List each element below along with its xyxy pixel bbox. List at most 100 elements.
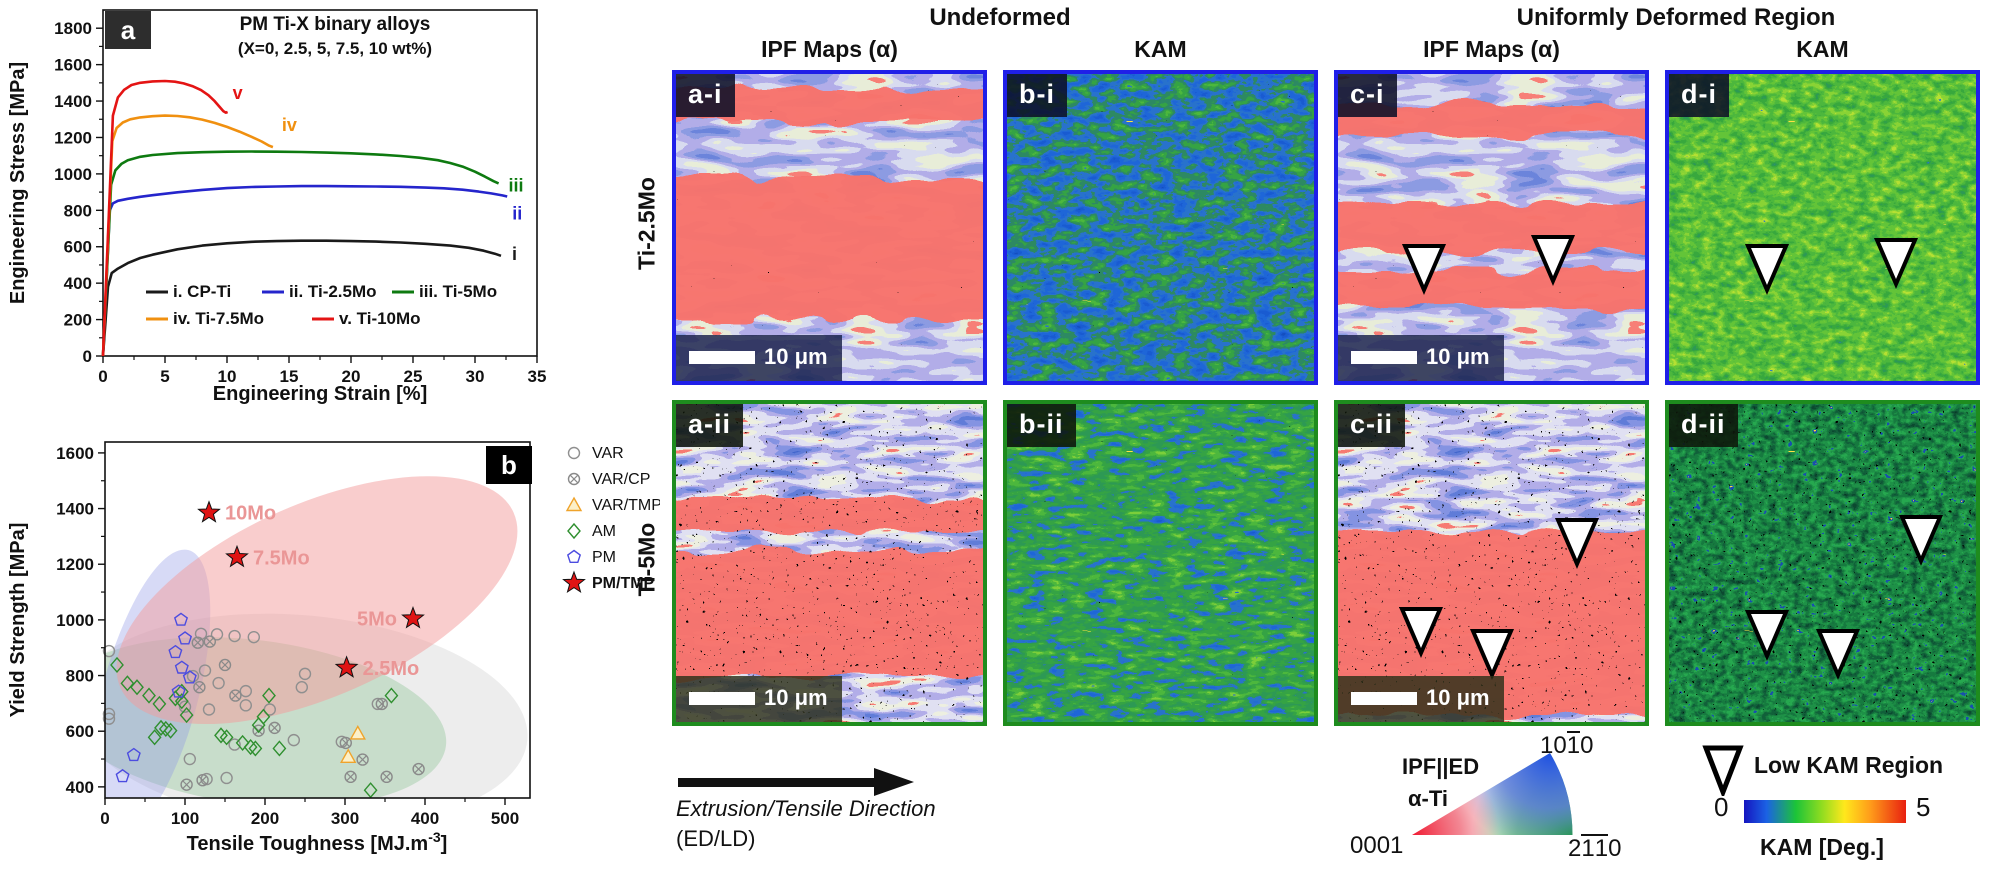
micrograph-d-ii (1669, 404, 1976, 722)
scatter-point (252, 724, 265, 737)
curve-iii (101, 150, 500, 357)
scale-bar-a-ii: 10 μm (676, 676, 842, 722)
pm-tmp-star (197, 500, 221, 523)
kam-scale-min: 0 (1714, 792, 1729, 822)
x-tick-label: 0 (98, 367, 107, 386)
curve-v (101, 79, 229, 357)
scatter-point (174, 693, 189, 710)
scatter-point (412, 762, 425, 776)
low-kam-marker-icon (1469, 629, 1515, 681)
legend-label: iii. Ti-5Mo (419, 282, 497, 301)
scatter-point (182, 670, 197, 684)
scatter-point (102, 707, 116, 721)
mo-point-label: 5Mo (357, 608, 397, 630)
low-kam-marker-icon (1744, 244, 1790, 296)
series-am (110, 656, 399, 799)
panel-label-b-i: b-i (1007, 74, 1067, 117)
micrograph-panel-b-ii: b-ii (1003, 400, 1318, 726)
x-tick-label: 300 (331, 809, 359, 828)
legend-marker-5 (562, 570, 586, 594)
scatter-point (179, 706, 194, 724)
y-tick-label: 1400 (54, 92, 92, 111)
micrograph-panel-d-ii: d-ii (1665, 400, 1980, 726)
scale-bar-text: 10 μm (764, 685, 828, 710)
stress-strain-chart: 0 5 10 15 20 25 30 35 0 200 400 600 800 1000 1200 1400 1… (7, 9, 547, 405)
extrusion-direction-label: Extrusion/Tensile Direction (676, 796, 936, 821)
scatter-point (228, 629, 241, 643)
curve-end-label-ii: ii (512, 203, 522, 223)
chart-a-xlabel: Engineering Strain [%] (213, 383, 427, 405)
low-kam-marker-icon (1898, 515, 1944, 567)
legend-marker-2 (565, 496, 583, 512)
x-tick-label: 35 (528, 367, 547, 386)
scatter-point (158, 720, 173, 738)
scatter-point (268, 721, 281, 735)
scatter-point (228, 738, 241, 751)
legend-label-3: AM (592, 523, 616, 540)
scatter-point (193, 681, 206, 694)
scatter-point (212, 676, 225, 690)
y-tick-label: 800 (64, 201, 92, 220)
legend-label: v. Ti-10Mo (339, 309, 421, 328)
scatter-point (243, 738, 258, 756)
chart-a-subtitle: (X=0, 2.5, 5, 7.5, 10 wt%) (238, 39, 432, 58)
scatter-point (191, 636, 205, 649)
scale-bar-text: 10 μm (1426, 685, 1490, 710)
scatter-point (220, 771, 233, 785)
y-tick-label: 200 (64, 311, 92, 330)
curve-end-label-iv: iv (282, 115, 297, 135)
chart-a-frame (102, 9, 538, 357)
pm-tmp-star (401, 606, 425, 629)
scatter-point (375, 697, 388, 711)
y-tick-label: 800 (66, 667, 94, 686)
chart-b-regions (105, 476, 528, 798)
curve-end-label-i: i (512, 244, 517, 264)
scale-bar-line (1351, 692, 1417, 705)
scatter-point (340, 748, 357, 764)
header-deformed: Uniformly Deformed Region (1516, 4, 1836, 31)
series-var (102, 627, 384, 786)
curve-ii (101, 184, 508, 357)
subheader-ipf-undeformed: IPF Maps (α) (761, 36, 898, 62)
scatter-point (239, 684, 253, 698)
scatter-point (371, 697, 384, 711)
scatter-point (196, 773, 209, 787)
ipf-vertex-2110: 2110 (1568, 834, 1622, 862)
scatter-point (349, 725, 366, 740)
panel-label-b-ii: b-ii (1007, 404, 1076, 447)
x-tick-label: 30 (466, 367, 485, 386)
chart-b-xlabel: Tensile Toughness [MJ.m-3] (187, 829, 448, 855)
y-tick-label: 1600 (56, 444, 94, 463)
scatter-point (120, 675, 135, 692)
subheader-kam-undeformed: KAM (1134, 36, 1187, 62)
ed-ld-label: (ED/LD) (676, 826, 756, 851)
scatter-point (202, 703, 216, 716)
scatter-point (174, 660, 189, 674)
panel-label-a-i: a-i (676, 74, 735, 117)
micrograph-panel-b-i: b-i (1003, 70, 1318, 385)
kam-scale-max: 5 (1916, 792, 1931, 822)
scatter-point (186, 669, 200, 683)
x-tick-label: 5 (160, 367, 169, 386)
scatter-point (177, 631, 193, 645)
scale-bar-a-i: 10 μm (676, 335, 842, 381)
scatter-point (287, 733, 300, 747)
scatter-point (210, 628, 224, 641)
mo-point-label: 7.5Mo (253, 547, 310, 569)
scatter-point (248, 740, 263, 757)
scatter-point (163, 722, 178, 739)
scatter-point (235, 734, 250, 751)
micrograph-b-i (1007, 74, 1314, 381)
scale-bar-c-ii: 10 μm (1338, 676, 1504, 722)
scatter-point (173, 612, 189, 626)
low-kam-marker-icon (1744, 610, 1790, 662)
y-tick-label: 1000 (54, 165, 92, 184)
legend-label-4: PM (592, 549, 616, 566)
scatter-point (174, 683, 189, 700)
series-var-cp (180, 635, 425, 791)
low-kam-marker-icon (1873, 238, 1919, 290)
micrograph-c-i (1338, 74, 1645, 381)
curve-end-label-v: v (233, 83, 243, 103)
low-kam-marker-icon (1398, 607, 1444, 659)
